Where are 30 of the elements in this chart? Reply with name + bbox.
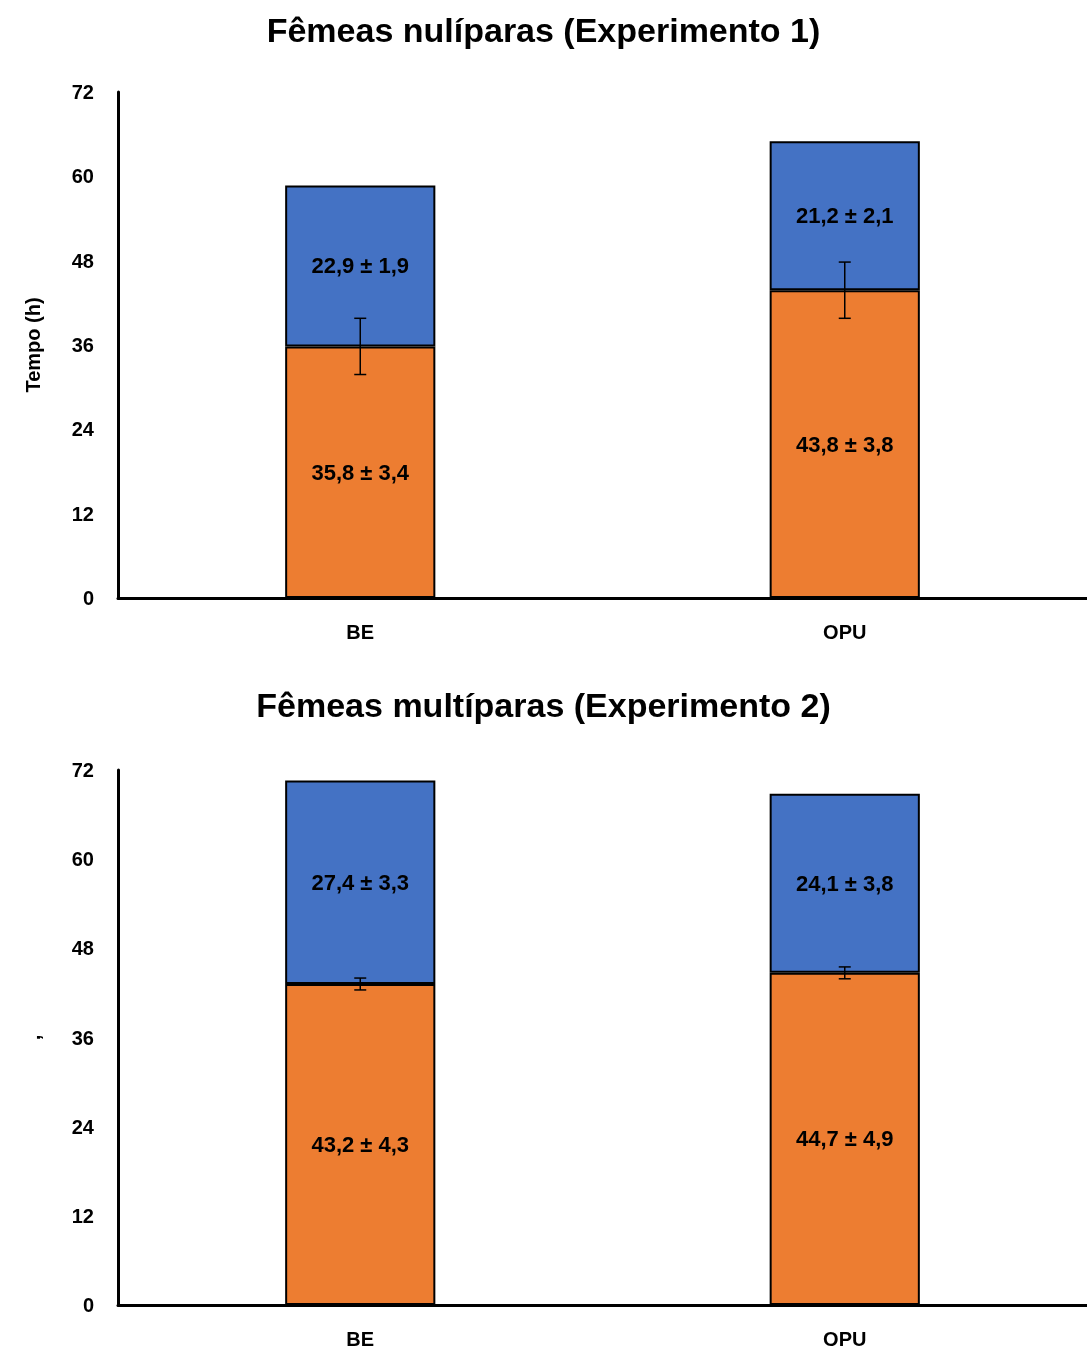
y-axis-title: Tempo (h) — [22, 297, 44, 393]
x-tick-label: OPU — [823, 1328, 867, 1350]
x-tick-label: OPU — [823, 621, 867, 643]
y-tick-label: 48 — [71, 249, 94, 272]
x-tick-label: BE — [346, 1328, 375, 1350]
y-axis-title: , — [22, 1034, 44, 1041]
y-tick-label: 48 — [71, 937, 94, 960]
chart-title: Fêmeas multíparas (Experimento 2) — [256, 686, 831, 724]
data-label: 22,9 ± 1,9 — [311, 253, 410, 279]
y-tick-label: 36 — [71, 1026, 94, 1049]
data-label: 21,2 ± 2,1 — [795, 203, 894, 229]
data-label: 24,1 ± 3,8 — [795, 870, 894, 896]
data-label: 27,4 ± 3,3 — [311, 869, 410, 895]
y-tick-label: 12 — [71, 502, 94, 525]
y-tick-label: 0 — [82, 587, 94, 609]
y-tick-label: 60 — [71, 165, 94, 188]
y-tick-label: 24 — [71, 418, 95, 441]
x-tick-label: BE — [346, 621, 375, 643]
data-label: 44,7 ± 4,9 — [795, 1126, 894, 1152]
data-label: 43,8 ± 3,8 — [795, 431, 894, 457]
y-tick-label: 72 — [71, 81, 94, 103]
y-tick-label: 0 — [82, 1294, 94, 1316]
y-tick-label: 36 — [71, 334, 94, 356]
chart-title: Fêmeas nulíparas (Experimento 1) — [266, 11, 821, 49]
y-tick-label: 24 — [71, 1115, 95, 1138]
y-tick-label: 72 — [71, 759, 94, 781]
y-tick-label: 12 — [71, 1204, 94, 1227]
y-tick-label: 60 — [71, 848, 94, 871]
data-label: 35,8 ± 3,4 — [311, 459, 410, 485]
data-label: 43,2 ± 4,3 — [311, 1132, 410, 1157]
